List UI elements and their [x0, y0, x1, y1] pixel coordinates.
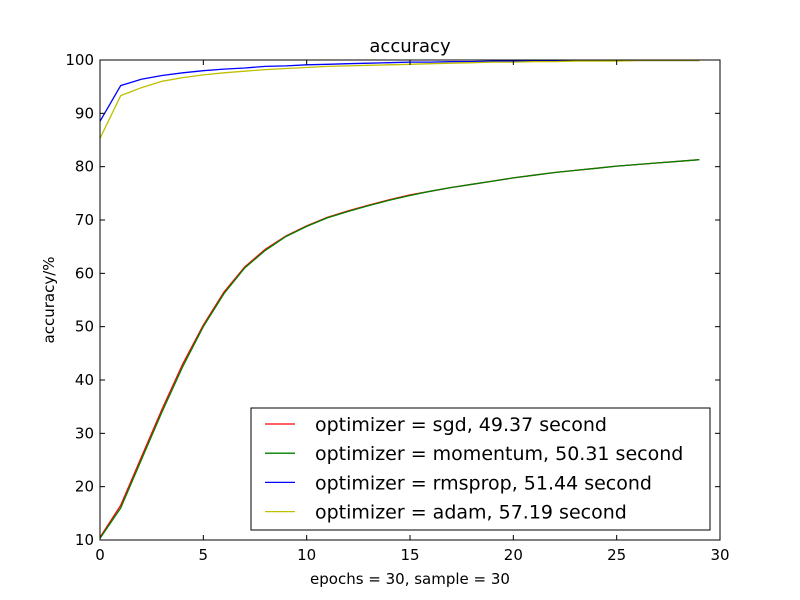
plot-area	[99, 59, 700, 539]
y-tick-label: 90	[75, 104, 94, 122]
x-tick-label: 15	[400, 546, 419, 564]
x-tick-label: 0	[95, 546, 105, 564]
x-tick-label: 10	[297, 546, 316, 564]
y-tick-label: 40	[75, 371, 94, 389]
legend-label: optimizer = rmsprop, 51.44 second	[315, 472, 652, 494]
chart-title: accuracy	[369, 36, 451, 57]
x-axis: 0 5 10 15 20 25 30	[95, 60, 730, 564]
y-tick-label: 50	[75, 318, 94, 336]
y-tick-label: 100	[65, 51, 94, 69]
legend-label: optimizer = sgd, 49.37 second	[315, 414, 607, 436]
y-tick-label: 10	[75, 531, 94, 549]
x-tick-label: 30	[710, 546, 729, 564]
y-tick-label: 70	[75, 211, 94, 229]
series-line-3	[99, 59, 700, 139]
x-tick-label: 5	[199, 546, 209, 564]
y-tick-label: 30	[75, 424, 94, 442]
legend-box	[250, 407, 711, 531]
x-tick-label: 25	[607, 546, 626, 564]
x-tick-label: 20	[504, 546, 523, 564]
legend-label: optimizer = momentum, 50.31 second	[315, 443, 683, 465]
legend-label: optimizer = adam, 57.19 second	[315, 502, 627, 524]
y-tick-label: 80	[75, 158, 94, 176]
series-line-1	[99, 159, 700, 539]
x-axis-title: epochs = 30, sample = 30	[310, 570, 510, 588]
y-axis-title: accuracy/%	[40, 257, 58, 344]
y-tick-label: 60	[75, 264, 94, 282]
y-tick-label: 20	[75, 478, 94, 496]
y-axis: 10 20 30 40 50 60 70 80 90 100	[65, 51, 720, 549]
legend: optimizer = sgd, 49.37 second optimizer =…	[250, 407, 711, 531]
